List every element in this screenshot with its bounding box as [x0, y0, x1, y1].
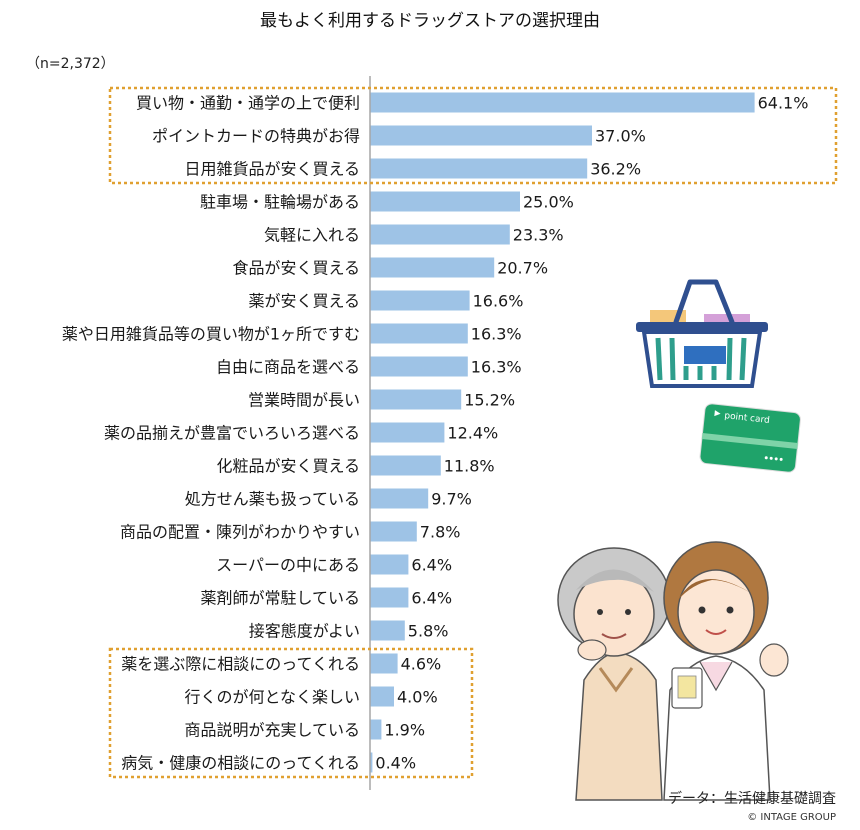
bar [370, 125, 592, 146]
bars-layer: 買い物・通勤・通学の上で便利 64.1% ポイントカードの特典がお得 37.0% 日用雑… [62, 92, 809, 773]
highlight-layer [108, 86, 838, 779]
value-label: 7.8% [420, 523, 461, 542]
bar [370, 455, 441, 476]
pharmacist-waving-hand [759, 643, 789, 677]
pharmacist-face [677, 569, 755, 655]
point-card-text: point card [724, 411, 770, 426]
value-label: 23.3% [513, 226, 564, 245]
bar [370, 92, 755, 113]
bar [370, 389, 462, 410]
category-label: 買い物・通勤・通学の上で便利 [136, 94, 360, 113]
category-label: 商品説明が充実している [184, 721, 360, 740]
category-label: ポイントカードの特典がお得 [152, 127, 360, 146]
bar [370, 257, 495, 278]
bar [370, 323, 468, 344]
bar [370, 554, 409, 575]
category-label: 駐車場・駐輪場がある [200, 193, 360, 212]
point-card-arrow-icon [714, 410, 721, 417]
bar [370, 356, 468, 377]
elderly-woman-eye-right [625, 609, 631, 615]
copyright-credit: © INTAGE GROUP [747, 812, 836, 823]
value-label: 11.8% [444, 457, 495, 476]
category-label: 営業時間が長い [248, 391, 360, 410]
category-label: 処方せん薬も扱っている [185, 490, 360, 509]
bar [370, 158, 588, 179]
bar [370, 620, 405, 641]
basket-rim [636, 322, 768, 332]
pharmacist-collar [699, 661, 733, 692]
value-label: 16.6% [473, 292, 524, 311]
category-label: 薬の品揃えが豊富でいろいろ選べる [104, 424, 360, 443]
value-label: 9.7% [431, 490, 472, 509]
category-label: 病気・健康の相談にのってくれる [121, 754, 360, 773]
basket-handle [673, 279, 735, 325]
category-label: 薬を選ぶ際に相談にのってくれる [121, 655, 360, 674]
category-label: 食品が安く買える [232, 259, 360, 278]
pharmacist-eye-right [726, 606, 734, 614]
category-label: 化粧品が安く買える [216, 457, 360, 476]
value-label: 5.8% [408, 622, 449, 641]
medicine-packet-label [677, 675, 697, 699]
bar [370, 587, 409, 608]
highlight-box-bottom-four [108, 647, 474, 779]
category-label: 日用雑貨品が安く買える [184, 160, 360, 179]
category-label: スーパーの中にある [216, 556, 360, 575]
category-label: 商品の配置・陳列がわかりやすい [120, 523, 360, 542]
elderly-woman-hand [577, 639, 607, 661]
basket-slats [655, 337, 747, 381]
elderly-woman-bangs [576, 569, 654, 592]
point-card-dots [764, 456, 783, 461]
category-label: 行くのが何となく楽しい [184, 688, 360, 707]
elderly-woman-body [575, 651, 663, 801]
basket-illustration [636, 279, 768, 388]
point-card-stripe [701, 432, 798, 449]
category-label: 気軽に入れる [264, 226, 360, 245]
pharmacist-eye-left [698, 606, 706, 614]
value-label: 6.4% [411, 556, 452, 575]
category-label: 薬剤師が常駐している [200, 589, 360, 608]
highlight-box-top-three [108, 86, 838, 185]
value-label: 37.0% [595, 127, 646, 146]
value-label: 20.7% [497, 259, 548, 278]
bar [370, 719, 382, 740]
elderly-woman-eye-left [597, 609, 603, 615]
data-source: データ：生活健康基礎調査 [668, 790, 836, 807]
category-label: 自由に商品を選べる [216, 358, 360, 377]
value-label: 25.0% [523, 193, 574, 212]
value-label: 16.3% [471, 358, 522, 377]
bar [370, 521, 417, 542]
value-label: 15.2% [464, 391, 515, 410]
category-label: 薬が安く買える [248, 292, 360, 311]
bar [370, 290, 470, 311]
elderly-woman-mouth [601, 633, 627, 639]
bar [370, 686, 394, 707]
category-label: 薬や日用雑貨品等の買い物が1ヶ所ですむ [62, 325, 360, 344]
bar [370, 191, 520, 212]
pharmacist-illustration [663, 541, 789, 801]
value-label: 4.6% [401, 655, 442, 674]
value-label: 12.4% [447, 424, 498, 443]
value-label: 0.4% [375, 754, 416, 773]
value-label: 36.2% [590, 160, 641, 179]
pharmacist-mouth [705, 629, 727, 635]
bar [370, 653, 398, 674]
elderly-woman-illustration [557, 547, 671, 801]
value-label: 4.0% [397, 688, 438, 707]
value-label: 1.9% [384, 721, 425, 740]
value-label: 16.3% [471, 325, 522, 344]
sample-size-note: （n=2,372） [26, 56, 115, 72]
bar [370, 752, 373, 773]
value-label: 6.4% [411, 589, 452, 608]
bar [370, 422, 445, 443]
bar [370, 224, 510, 245]
value-label: 64.1% [758, 94, 809, 113]
pharmacist-bangs [678, 578, 756, 600]
category-label: 接客態度がよい [249, 622, 360, 641]
basket-item-blue [684, 346, 726, 364]
chart-title: 最もよく利用するドラッグストアの選択理由 [260, 11, 600, 31]
elderly-woman-collar [598, 667, 634, 693]
point-card-illustration: point card [699, 403, 801, 473]
bar [370, 488, 429, 509]
